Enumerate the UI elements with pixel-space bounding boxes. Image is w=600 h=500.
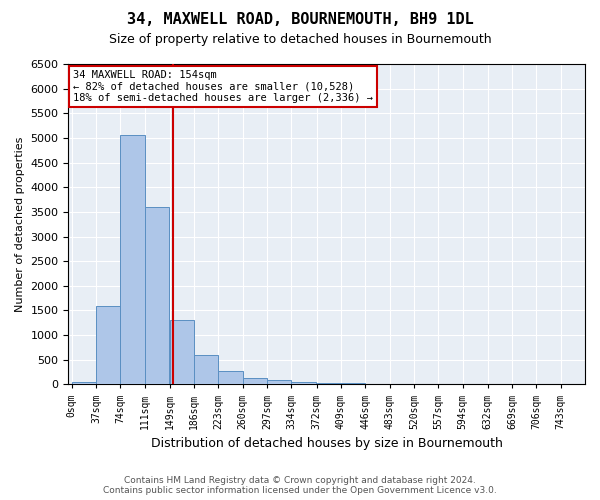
X-axis label: Distribution of detached houses by size in Bournemouth: Distribution of detached houses by size … (151, 437, 503, 450)
Text: 34 MAXWELL ROAD: 154sqm
← 82% of detached houses are smaller (10,528)
18% of sem: 34 MAXWELL ROAD: 154sqm ← 82% of detache… (73, 70, 373, 103)
Bar (96, 306, 121, 384)
Bar (145, 207, 169, 384)
Bar (243, 378, 267, 384)
Text: 34, MAXWELL ROAD, BOURNEMOUTH, BH9 1DL: 34, MAXWELL ROAD, BOURNEMOUTH, BH9 1DL (127, 12, 473, 28)
Bar (121, 136, 145, 384)
Y-axis label: Number of detached properties: Number of detached properties (15, 136, 25, 312)
Text: Contains HM Land Registry data © Crown copyright and database right 2024.
Contai: Contains HM Land Registry data © Crown c… (103, 476, 497, 495)
Bar (267, 380, 292, 384)
Bar (194, 355, 218, 384)
Text: Size of property relative to detached houses in Bournemouth: Size of property relative to detached ho… (109, 32, 491, 46)
Bar (292, 382, 316, 384)
Bar (71, 382, 96, 384)
Bar (218, 370, 243, 384)
Bar (170, 320, 194, 384)
Bar (317, 383, 341, 384)
